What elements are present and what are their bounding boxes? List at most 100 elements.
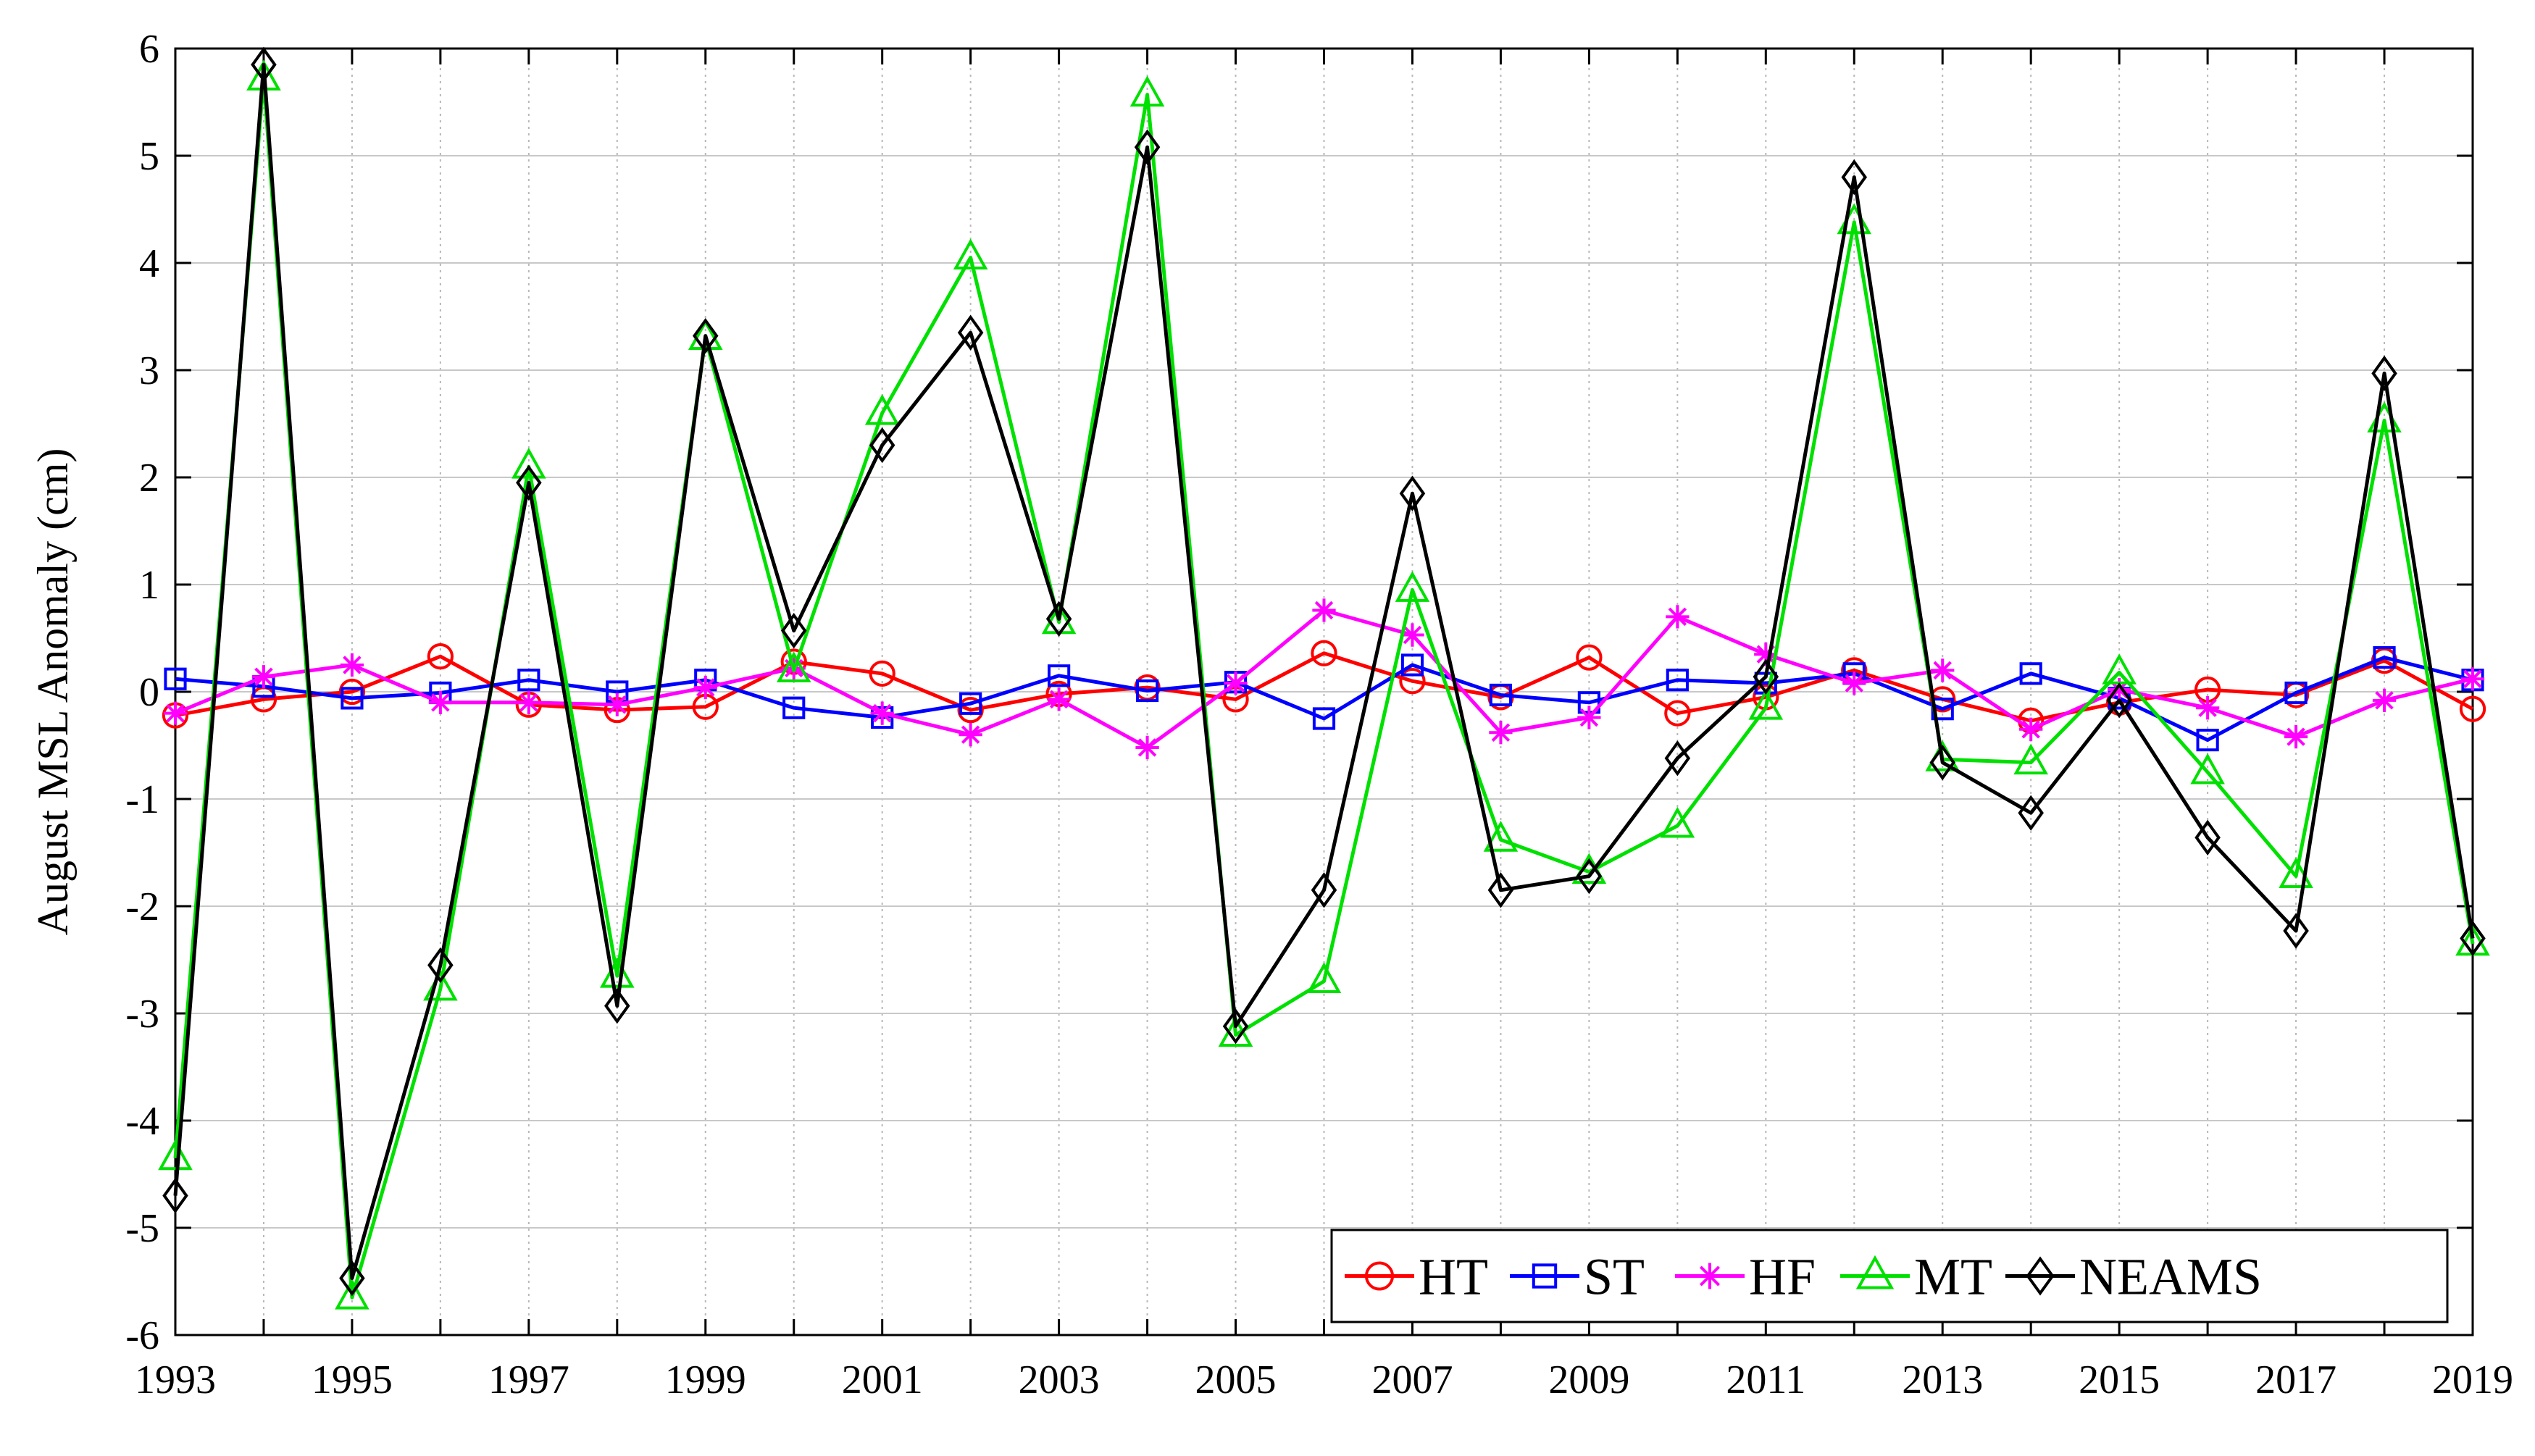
legend-entry-hf: HF bbox=[1675, 1248, 1816, 1306]
data-point-mt bbox=[1129, 75, 1165, 107]
data-point-ht bbox=[957, 697, 984, 724]
legend-marker-ht bbox=[1364, 1261, 1395, 1291]
data-point-neams bbox=[2460, 920, 2486, 957]
series-layer bbox=[158, 46, 2490, 1310]
data-point-hf bbox=[1666, 605, 1690, 629]
data-point-hf bbox=[428, 690, 453, 714]
data-point-hf bbox=[1224, 671, 1248, 695]
y-tick-label: -1 bbox=[125, 777, 159, 822]
legend-label-st: ST bbox=[1584, 1248, 1645, 1306]
legend: HT ST HF MT NEAMS bbox=[1330, 1229, 2449, 1323]
data-point-ht bbox=[1399, 668, 1426, 695]
data-point-neams bbox=[339, 1260, 365, 1297]
data-point-neams bbox=[2371, 355, 2397, 392]
data-point-st bbox=[341, 687, 364, 710]
data-point-st bbox=[164, 667, 187, 690]
data-point-hf bbox=[2372, 688, 2397, 712]
data-point-mt bbox=[158, 1139, 193, 1171]
data-point-st bbox=[1489, 683, 1513, 707]
data-point-st bbox=[959, 692, 982, 715]
data-point-ht bbox=[1311, 640, 1337, 666]
x-tick-label: 2009 bbox=[1548, 1357, 1629, 1402]
data-point-mt bbox=[1395, 571, 1430, 602]
data-point-neams bbox=[1045, 601, 1072, 637]
x-tick-label: 2001 bbox=[842, 1357, 923, 1402]
y-tick-label: 1 bbox=[139, 563, 159, 608]
data-point-hf bbox=[2108, 677, 2131, 702]
y-tick-label: -6 bbox=[125, 1313, 159, 1358]
data-point-neams bbox=[427, 947, 454, 984]
data-point-st bbox=[2196, 729, 2219, 752]
data-point-st bbox=[1312, 707, 1336, 730]
data-point-st bbox=[1666, 669, 1689, 692]
data-point-mt bbox=[1306, 962, 1342, 994]
data-point-mt bbox=[600, 956, 635, 988]
legend-marker-neams bbox=[2026, 1256, 2055, 1296]
data-point-neams bbox=[1753, 658, 1779, 695]
data-point-mt bbox=[776, 651, 811, 682]
data-point-mt bbox=[335, 1278, 369, 1310]
data-point-st bbox=[1135, 679, 1159, 703]
data-point-mt bbox=[1660, 806, 1695, 838]
data-point-neams bbox=[516, 464, 542, 501]
legend-marker-st bbox=[1532, 1263, 1558, 1289]
y-tick-label: 4 bbox=[139, 241, 159, 286]
data-point-hf bbox=[1135, 735, 1159, 760]
data-point-mt bbox=[1483, 821, 1519, 852]
x-tick-label: 2007 bbox=[1371, 1357, 1453, 1402]
y-tick-label: -5 bbox=[125, 1206, 159, 1251]
y-tick-label: -4 bbox=[125, 1099, 159, 1144]
data-point-neams bbox=[1841, 159, 1868, 196]
data-point-ht bbox=[2459, 695, 2486, 722]
legend-marker-hf bbox=[1696, 1263, 1724, 1289]
data-point-hf bbox=[1931, 658, 1955, 682]
data-point-hf bbox=[251, 665, 276, 689]
data-point-st bbox=[1048, 664, 1071, 687]
legend-entry-mt: MT bbox=[1840, 1248, 1992, 1306]
data-point-hf bbox=[605, 693, 629, 716]
data-point-ht bbox=[427, 643, 454, 670]
data-point-hf bbox=[1754, 643, 1778, 666]
data-point-st bbox=[2373, 646, 2396, 669]
x-tick-label: 1999 bbox=[665, 1357, 746, 1402]
data-point-neams bbox=[1311, 872, 1337, 908]
data-point-neams bbox=[1664, 740, 1691, 777]
data-point-mt bbox=[2013, 743, 2048, 775]
data-point-ht bbox=[1664, 700, 1691, 727]
data-point-neams bbox=[251, 46, 277, 83]
legend-label-ht: HT bbox=[1419, 1248, 1488, 1306]
data-point-neams bbox=[1576, 858, 1603, 895]
data-point-neams bbox=[957, 314, 984, 351]
data-point-hf bbox=[163, 701, 188, 725]
data-point-neams bbox=[1399, 475, 1426, 511]
y-tick-label: -2 bbox=[125, 884, 159, 929]
legend-entry-st: ST bbox=[1510, 1248, 1645, 1306]
data-point-neams bbox=[2283, 913, 2309, 949]
legend-label-hf: HF bbox=[1749, 1248, 1816, 1306]
data-point-neams bbox=[2106, 682, 2132, 719]
data-point-neams bbox=[869, 427, 895, 464]
data-point-neams bbox=[162, 1177, 188, 1214]
data-point-ht bbox=[338, 678, 366, 706]
x-tick-label: 2011 bbox=[1726, 1357, 1805, 1402]
legend-marker-mt bbox=[1855, 1255, 1895, 1289]
data-point-hf bbox=[693, 675, 717, 700]
data-point-hf bbox=[340, 653, 364, 677]
data-point-hf bbox=[2019, 717, 2043, 741]
x-tick-label: 2019 bbox=[2432, 1357, 2513, 1402]
data-point-hf bbox=[959, 723, 982, 747]
data-point-ht bbox=[1576, 644, 1603, 671]
data-point-st bbox=[2284, 681, 2308, 705]
y-tick-label: 2 bbox=[139, 456, 159, 501]
x-tick-label: 1993 bbox=[135, 1357, 216, 1402]
data-point-neams bbox=[1134, 129, 1161, 165]
data-point-neams bbox=[1929, 745, 1955, 781]
series-line-mt bbox=[173, 76, 2475, 1300]
y-tick-label: 3 bbox=[139, 348, 159, 393]
data-point-st bbox=[1400, 653, 1424, 677]
legend-label-mt: MT bbox=[1914, 1248, 1992, 1306]
x-tick-label: 2017 bbox=[2255, 1357, 2336, 1402]
y-axis-title: August MSL Anomaly (cm) bbox=[29, 448, 77, 936]
data-point-mt bbox=[2190, 753, 2225, 785]
